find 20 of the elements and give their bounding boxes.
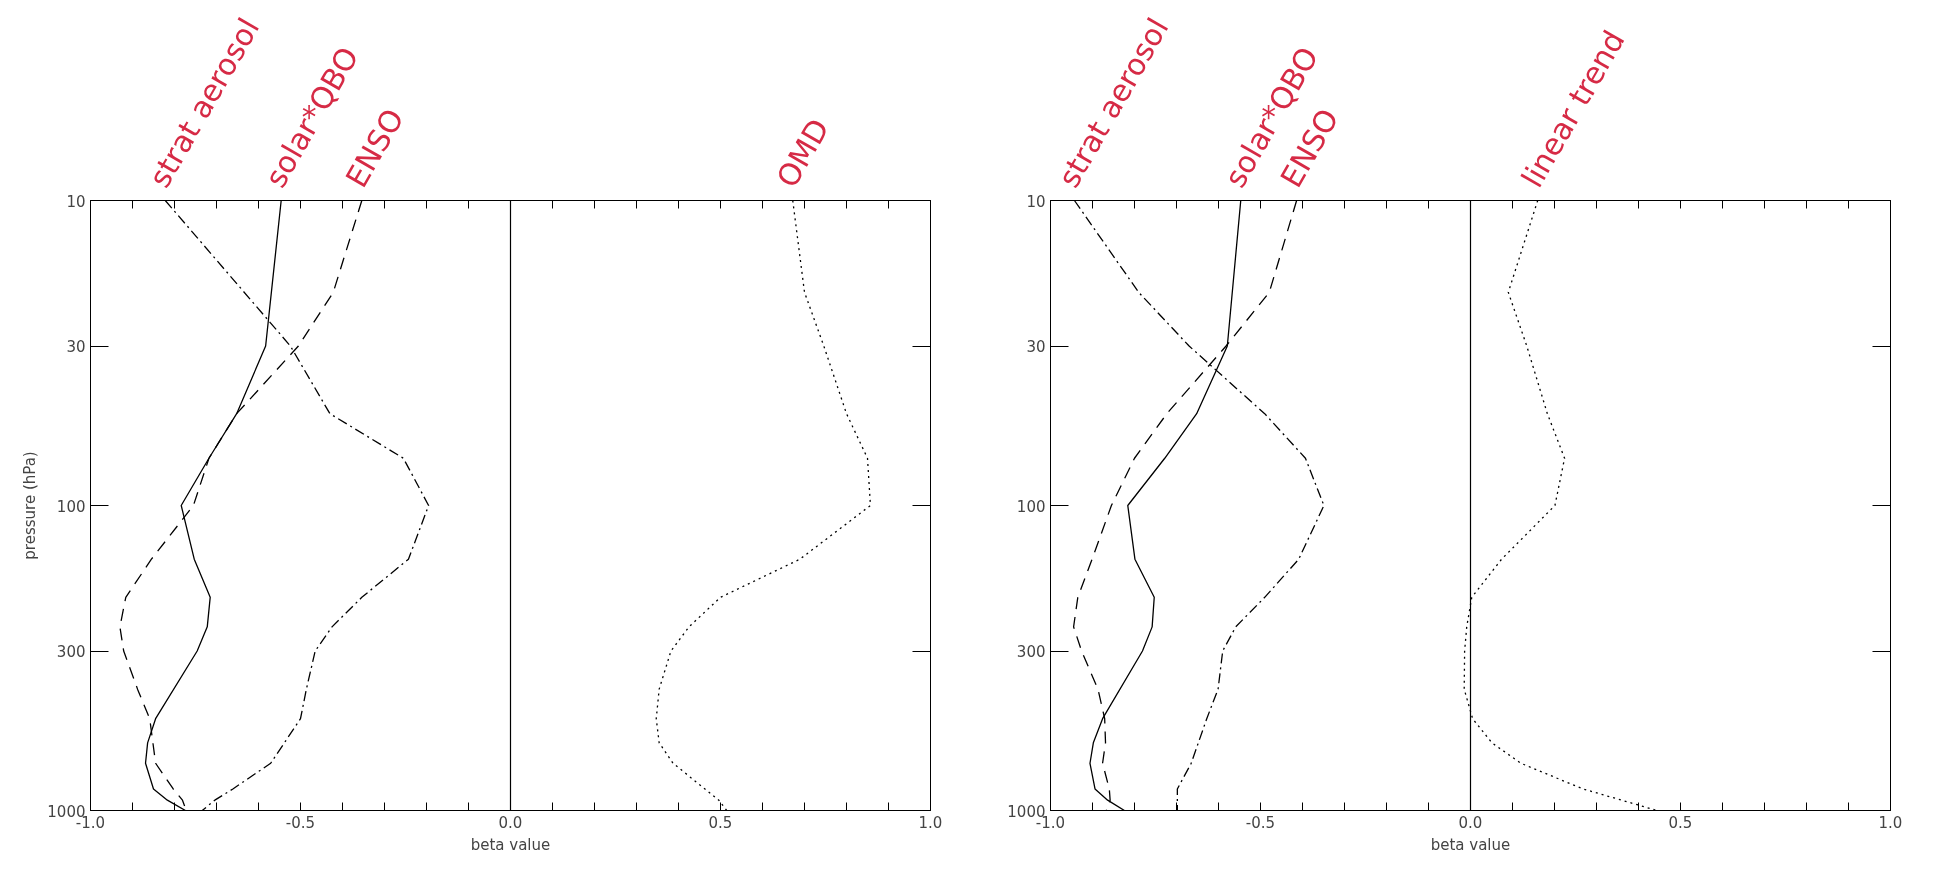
y-tick-label: 10 <box>1026 192 1046 211</box>
y-tick-label: 300 <box>1016 643 1046 662</box>
x-tick-label: 0.5 <box>708 813 733 832</box>
x-tick-label: 1.0 <box>1878 813 1903 832</box>
y-tick-label: 300 <box>56 643 86 662</box>
text: OMD <box>769 112 837 194</box>
x-tick-label: 0.5 <box>1668 813 1693 832</box>
y-tick-label: 10 <box>66 192 86 211</box>
x-tick-label: 0.0 <box>498 813 523 832</box>
y-axis-title: pressure (hPa) <box>21 451 40 560</box>
y-tick-label: 100 <box>56 497 86 516</box>
y-tick-label: 30 <box>1026 338 1046 357</box>
x-axis-title: beta value <box>1430 835 1511 854</box>
x-tick-label: -0.5 <box>285 813 316 832</box>
y-tick-label: 30 <box>66 338 86 357</box>
y-tick-label: 100 <box>1016 497 1046 516</box>
x-tick-label: 1.0 <box>918 813 943 832</box>
x-axis-title: beta value <box>470 835 551 854</box>
x-tick-label: 0.0 <box>1458 813 1483 832</box>
x-tick-label: -0.5 <box>1245 813 1276 832</box>
